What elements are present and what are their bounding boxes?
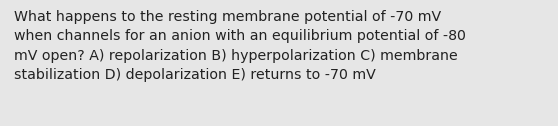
Text: What happens to the resting membrane potential of -70 mV
when channels for an an: What happens to the resting membrane pot… [14, 10, 466, 82]
